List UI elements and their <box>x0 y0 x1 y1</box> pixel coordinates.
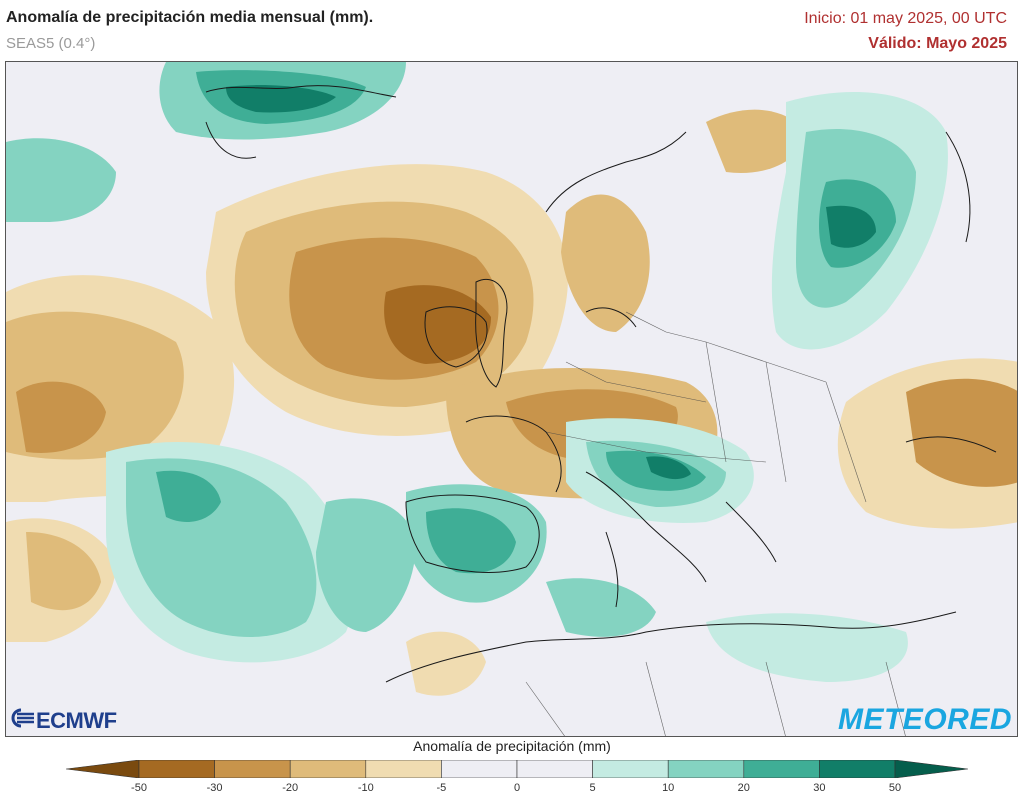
colorbar-bin <box>819 760 896 778</box>
valid-date: Válido: Mayo 2025 <box>868 35 1007 52</box>
colorbar-bin <box>592 760 669 778</box>
colorbar-ticks: -50 -30 -20 -10 -5 0 5 10 20 30 50 <box>0 782 1024 798</box>
colorbar-tick-label: 5 <box>589 782 596 794</box>
colorbar-title: Anomalía de precipitación (mm) <box>413 738 611 754</box>
colorbar-tick-label: 50 <box>888 782 902 794</box>
colorbar-tick-label: -5 <box>436 782 447 794</box>
colorbar-bin <box>441 760 518 778</box>
colorbar-tick-label: -30 <box>206 782 223 794</box>
ecmwf-logo-text: ECMWF <box>36 708 117 733</box>
colorbar-extend-low <box>66 760 140 778</box>
colorbar-tick-label: 20 <box>737 782 750 794</box>
colorbar-bin <box>365 760 442 778</box>
colorbar-tick-label: -50 <box>131 782 147 794</box>
colorbar-bin <box>289 760 367 778</box>
ecmwf-logo-icon <box>8 708 34 734</box>
colorbar-tick-label: 10 <box>662 782 675 794</box>
colorbar-tick-label: 30 <box>813 782 826 794</box>
colorbar-bin <box>667 760 745 778</box>
colorbar-bin <box>214 760 291 778</box>
meteored-logo: METEORED <box>837 703 1012 736</box>
colorbar-bin <box>138 760 215 778</box>
wet-anomaly-areas <box>6 62 948 682</box>
colorbar-tick-label: 0 <box>513 782 521 794</box>
colorbar-extend-high <box>894 760 968 778</box>
country-borders <box>525 311 906 736</box>
coastlines <box>205 85 997 683</box>
colorbar-bin <box>743 760 820 778</box>
colorbar-bin <box>516 760 593 778</box>
colorbar <box>66 760 968 778</box>
colorbar-tick-label: -10 <box>357 782 374 794</box>
colorbar-tick-label: -20 <box>282 782 299 794</box>
ecmwf-logo: ECMWF <box>8 708 117 734</box>
map-canvas <box>6 62 1017 736</box>
precipitation-anomaly-map <box>5 61 1018 737</box>
model-subtitle: SEAS5 (0.4°) <box>6 35 96 52</box>
init-date: Inicio: 01 may 2025, 00 UTC <box>804 10 1007 27</box>
map-title: Anomalía de precipitación media mensual … <box>6 9 374 26</box>
